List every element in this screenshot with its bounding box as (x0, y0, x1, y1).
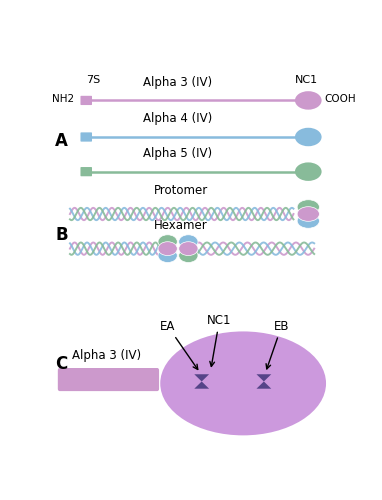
Text: Alpha 4 (IV): Alpha 4 (IV) (143, 112, 213, 126)
Text: NH2: NH2 (52, 94, 74, 104)
Text: Protomer: Protomer (154, 184, 208, 196)
Text: A: A (55, 132, 68, 150)
Text: NC1: NC1 (207, 314, 232, 366)
Polygon shape (194, 382, 209, 388)
FancyBboxPatch shape (81, 96, 92, 105)
Ellipse shape (179, 235, 198, 248)
Text: 7S: 7S (86, 75, 101, 85)
Text: Alpha 5 (IV): Alpha 5 (IV) (144, 147, 212, 160)
Text: NC1: NC1 (295, 75, 318, 85)
FancyBboxPatch shape (81, 132, 92, 141)
Polygon shape (256, 382, 271, 388)
Ellipse shape (158, 248, 177, 262)
Ellipse shape (158, 242, 177, 256)
Ellipse shape (297, 200, 319, 214)
Ellipse shape (297, 214, 319, 228)
Ellipse shape (295, 128, 322, 146)
Ellipse shape (295, 162, 322, 181)
Text: EA: EA (160, 320, 198, 370)
Ellipse shape (179, 248, 198, 262)
Text: Hexamer: Hexamer (154, 219, 208, 232)
Ellipse shape (295, 91, 322, 110)
Text: Alpha 3 (IV): Alpha 3 (IV) (73, 349, 141, 362)
Polygon shape (194, 374, 209, 382)
FancyBboxPatch shape (81, 167, 92, 176)
Text: B: B (55, 226, 68, 244)
Ellipse shape (297, 206, 319, 222)
Text: COOH: COOH (325, 94, 356, 104)
Ellipse shape (179, 242, 198, 256)
Polygon shape (256, 374, 271, 382)
Ellipse shape (158, 235, 177, 248)
FancyBboxPatch shape (58, 368, 159, 391)
Text: Alpha 3 (IV): Alpha 3 (IV) (144, 76, 212, 89)
Ellipse shape (160, 332, 326, 436)
Text: C: C (55, 355, 67, 373)
Text: EB: EB (266, 320, 290, 369)
